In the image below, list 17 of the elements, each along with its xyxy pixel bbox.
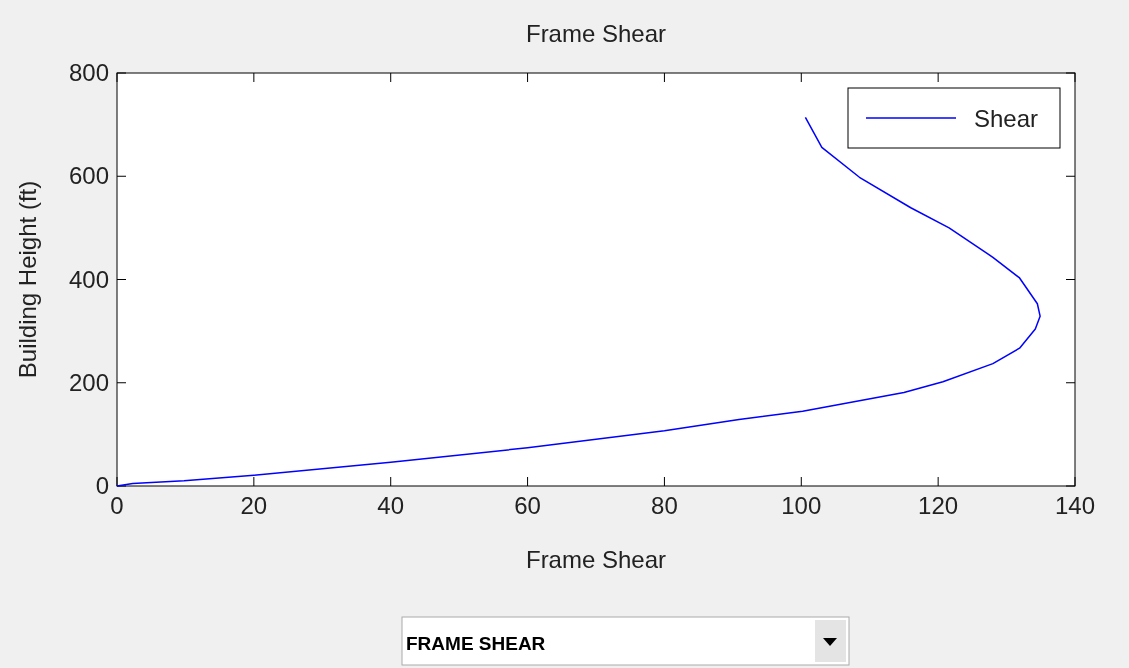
text: FRAME SHEAR [406, 633, 546, 654]
y-tick-label: 400 [68, 265, 109, 293]
x-tick-label: 100 [781, 492, 822, 519]
y-tick-label: 600 [68, 162, 109, 190]
y-tick-label: 0 [95, 472, 109, 499]
x-tick-label: 60 [514, 492, 541, 519]
chart-title: Frame Shear [525, 20, 667, 47]
y-tick-label: 200 [68, 368, 109, 396]
x-axis-title: Frame Shear [525, 546, 667, 573]
y-axis-title: Building Height (ft) [14, 180, 41, 379]
x-tick-label: 140 [1054, 492, 1096, 519]
x-tick-label: 120 [918, 492, 959, 519]
legend-label: Shear [974, 105, 1039, 132]
x-tick-label: 80 [651, 492, 678, 519]
x-tick-label: 40 [377, 492, 405, 519]
x-tick-label: 20 [240, 492, 268, 519]
y-tick-label: 800 [68, 59, 109, 86]
